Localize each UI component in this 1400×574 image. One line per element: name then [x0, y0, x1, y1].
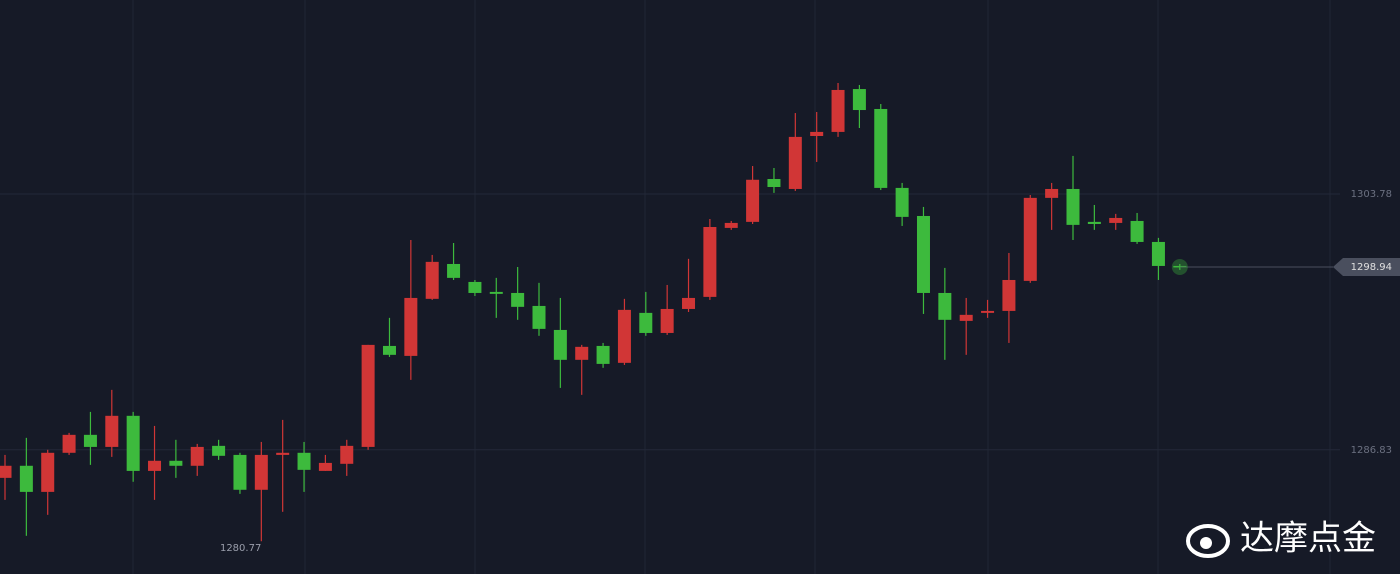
body [1045, 188, 1059, 198]
body [126, 415, 140, 471]
body [1023, 197, 1037, 281]
last-price-glow [1171, 259, 1188, 276]
body [212, 445, 226, 456]
body [318, 462, 332, 471]
body [404, 297, 418, 356]
body [810, 131, 824, 136]
body [1066, 188, 1080, 225]
body [233, 454, 247, 490]
body [532, 305, 546, 329]
body [297, 452, 311, 470]
body [746, 179, 760, 222]
body [767, 179, 781, 188]
body [382, 345, 396, 355]
body [276, 452, 290, 455]
body [874, 108, 888, 188]
body [83, 434, 97, 447]
body [1151, 241, 1165, 266]
last-price-tag [1333, 258, 1400, 277]
body [447, 263, 461, 278]
body [105, 415, 119, 447]
y-tick-label: 1286.83 [1351, 445, 1392, 456]
body [62, 434, 76, 453]
body [916, 215, 930, 293]
body [425, 261, 439, 299]
body [639, 312, 653, 333]
body [852, 89, 866, 111]
body [682, 297, 696, 309]
body [190, 446, 204, 466]
body [511, 292, 525, 307]
body [1130, 220, 1144, 242]
body [617, 309, 631, 363]
y-tick-label: 1303.78 [1351, 189, 1392, 200]
body [1087, 221, 1101, 224]
body [831, 89, 845, 132]
body [938, 292, 952, 320]
body [361, 344, 375, 447]
body [340, 445, 354, 464]
body [724, 222, 738, 228]
watermark-logo [1186, 524, 1230, 558]
body [1002, 279, 1016, 311]
body [703, 227, 717, 297]
body [41, 452, 55, 492]
body [895, 187, 909, 217]
body [19, 465, 33, 492]
body [0, 465, 12, 478]
body [959, 314, 973, 321]
body [660, 308, 674, 333]
min-label: 1280.77 [220, 543, 261, 554]
body [169, 460, 183, 466]
body [489, 291, 503, 294]
body [553, 329, 567, 360]
last-price-label: 1298.94 [1351, 262, 1392, 273]
body [1109, 217, 1123, 223]
body [148, 460, 162, 471]
body [596, 345, 610, 364]
body [788, 136, 802, 189]
body [575, 346, 589, 360]
body [981, 310, 995, 313]
body [254, 454, 268, 490]
watermark: 达摩点金 [1240, 519, 1376, 559]
body [468, 281, 482, 293]
